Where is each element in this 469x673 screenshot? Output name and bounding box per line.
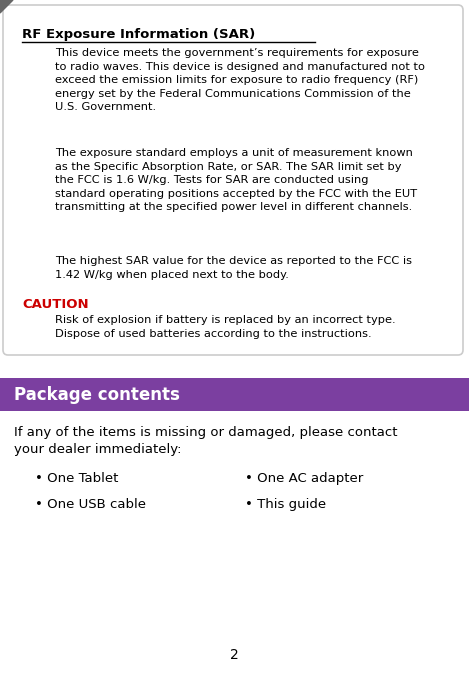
Text: • One USB cable: • One USB cable	[35, 498, 146, 511]
Text: This device meets the government’s requirements for exposure
to radio waves. Thi: This device meets the government’s requi…	[55, 48, 425, 112]
Bar	[0, 378, 469, 411]
Text: Risk of explosion if battery is replaced by an incorrect type.
Dispose of used b: Risk of explosion if battery is replaced…	[55, 315, 396, 339]
Text: • One Tablet: • One Tablet	[35, 472, 118, 485]
Text: RF Exposure Information (SAR): RF Exposure Information (SAR)	[22, 28, 255, 41]
FancyBboxPatch shape	[3, 5, 463, 355]
Text: 2: 2	[230, 648, 238, 662]
Text: The exposure standard employs a unit of measurement known
as the Specific Absorp: The exposure standard employs a unit of …	[55, 148, 417, 213]
Polygon shape	[0, 0, 13, 13]
Text: The highest SAR value for the device as reported to the FCC is
1.42 W/kg when pl: The highest SAR value for the device as …	[55, 256, 412, 279]
Text: • This guide: • This guide	[245, 498, 326, 511]
Text: CAUTION: CAUTION	[22, 298, 89, 311]
Text: • One AC adapter: • One AC adapter	[245, 472, 363, 485]
Text: If any of the items is missing or damaged, please contact
your dealer immediatel: If any of the items is missing or damage…	[14, 426, 398, 456]
Text: Package contents: Package contents	[14, 386, 180, 404]
